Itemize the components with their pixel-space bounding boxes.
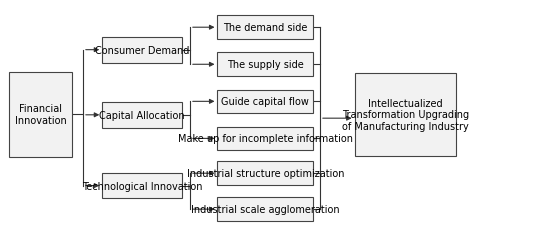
FancyBboxPatch shape [217, 127, 313, 151]
Text: Capital Allocation: Capital Allocation [99, 110, 185, 120]
Text: Industrial scale agglomeration: Industrial scale agglomeration [191, 204, 340, 214]
FancyBboxPatch shape [102, 38, 182, 63]
FancyBboxPatch shape [9, 72, 72, 157]
Text: Guide capital flow: Guide capital flow [222, 97, 309, 107]
FancyBboxPatch shape [217, 198, 313, 221]
Text: Financial
Innovation: Financial Innovation [15, 104, 67, 126]
Text: Technological Innovation: Technological Innovation [82, 181, 202, 191]
Text: Industrial structure optimization: Industrial structure optimization [186, 169, 344, 178]
Text: Make up for incomplete information: Make up for incomplete information [178, 134, 353, 144]
Text: The supply side: The supply side [227, 60, 304, 70]
FancyBboxPatch shape [217, 53, 313, 77]
Text: The demand side: The demand side [223, 23, 307, 33]
FancyBboxPatch shape [217, 162, 313, 185]
FancyBboxPatch shape [217, 90, 313, 114]
FancyBboxPatch shape [102, 173, 182, 199]
Text: Intellectualized
Transformation Upgrading
of Manufacturing Industry: Intellectualized Transformation Upgradin… [342, 98, 469, 131]
FancyBboxPatch shape [355, 73, 456, 156]
Text: Consumer Demand: Consumer Demand [95, 45, 189, 55]
FancyBboxPatch shape [102, 102, 182, 128]
FancyBboxPatch shape [217, 16, 313, 40]
